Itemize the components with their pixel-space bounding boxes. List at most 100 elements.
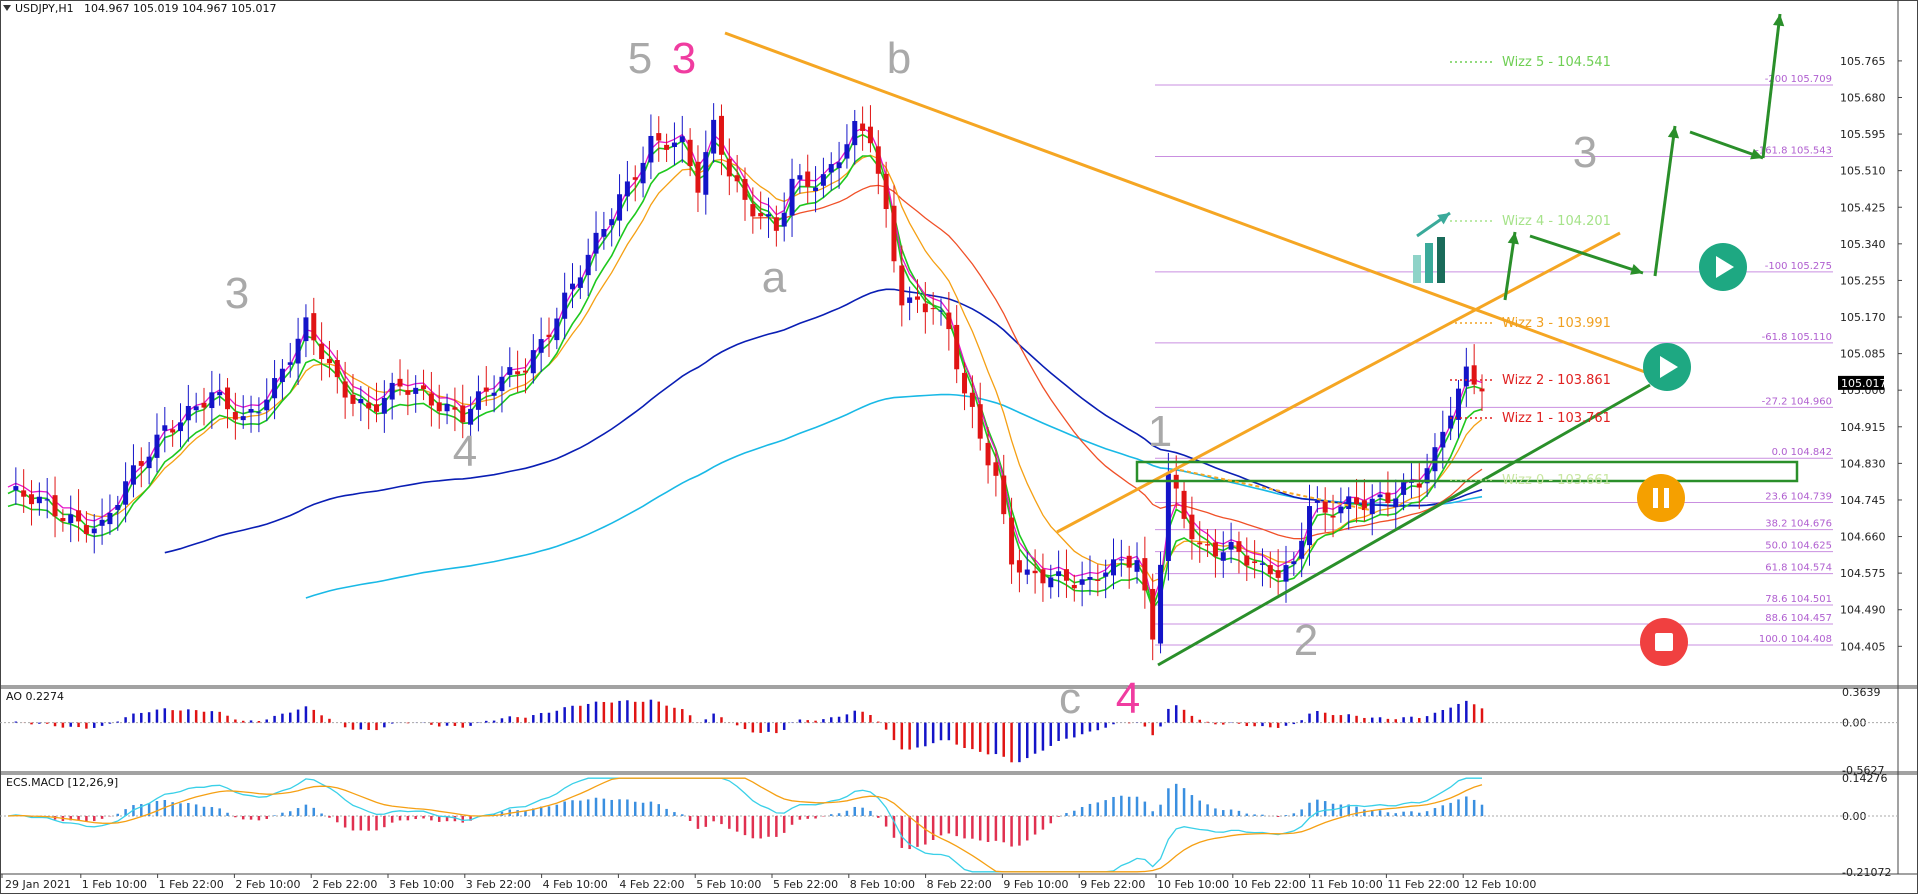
candle-body	[570, 283, 576, 290]
candle-body	[1016, 560, 1022, 573]
candle-body	[962, 372, 968, 394]
candle-body	[1393, 498, 1399, 508]
candle-body	[397, 378, 403, 387]
candle-body	[664, 144, 670, 150]
candle-body	[1338, 506, 1344, 514]
time-tick-label: 29 Jan 2021	[5, 878, 71, 891]
ao-tick-label: 0.00	[1842, 717, 1867, 730]
candle-body	[170, 429, 176, 433]
candle-body	[460, 405, 466, 423]
candle-body	[123, 481, 129, 505]
candle-body	[350, 394, 356, 404]
candle-body	[954, 324, 960, 370]
fib-level-label: -200 105.709	[1765, 74, 1832, 85]
ao-label: AO 0.2274	[6, 690, 64, 703]
candle-body	[726, 158, 732, 177]
time-tick-label: 4 Feb 22:00	[619, 878, 684, 891]
candle-body	[687, 139, 693, 167]
candle-body	[1448, 415, 1454, 429]
candle-body	[1432, 447, 1438, 472]
candle-body	[154, 434, 160, 458]
candle-body	[789, 178, 795, 216]
candle-body	[577, 277, 583, 288]
candle-body	[1275, 570, 1281, 578]
candle-body	[405, 390, 411, 395]
price-tick-label: 104.575	[1840, 567, 1886, 580]
candle-body	[758, 213, 764, 217]
wizz-level-label: Wizz 4 - 104.201	[1502, 214, 1611, 229]
play-icon-glyph	[1716, 256, 1734, 278]
play-icon-glyph	[1660, 356, 1678, 378]
candle-body	[1283, 565, 1289, 582]
wizz-level-label: Wizz 3 - 103.991	[1502, 316, 1611, 331]
macd-label: ECS.MACD [12,26,9]	[6, 776, 118, 789]
time-tick-label: 9 Feb 10:00	[1003, 878, 1068, 891]
candle-body	[99, 519, 105, 526]
menu-triangle-icon[interactable]	[3, 5, 11, 11]
candle-body	[1181, 490, 1187, 519]
candle-body	[44, 499, 50, 501]
price-axis[interactable]: 105.765 105.680 105.595 105.510 105.425 105.3…	[1838, 55, 1902, 653]
candle-body	[264, 399, 270, 411]
candle-body	[538, 339, 544, 353]
symbol-label: USDJPY,H1	[15, 2, 74, 15]
candle-body	[1259, 563, 1265, 565]
candle-body	[374, 404, 379, 412]
candle-body	[107, 512, 113, 525]
candle-body	[656, 133, 662, 141]
candle-body	[734, 175, 740, 182]
ma-cyan-line	[305, 393, 1483, 599]
candle-body	[891, 205, 897, 262]
candle-body	[21, 490, 27, 497]
pause-icon-glyph	[1653, 488, 1658, 508]
support-zone-box	[1135, 460, 1799, 483]
wave-label: a	[762, 253, 787, 302]
fib-level-label: 50.0 104.625	[1765, 541, 1832, 552]
candle-body	[468, 408, 474, 425]
time-tick-label: 3 Feb 22:00	[466, 878, 531, 891]
time-tick-label: 8 Feb 10:00	[850, 878, 915, 891]
candle-body	[29, 494, 35, 505]
candle-body	[679, 136, 685, 143]
wizz-level-label: Wizz 5 - 104.541	[1502, 55, 1611, 70]
candle-body	[813, 187, 819, 191]
candle-body	[844, 144, 850, 159]
signal-bars-icon	[1425, 243, 1433, 283]
candle-body	[177, 422, 183, 432]
fibonacci-levels: -200 105.709 -161.8 105.543 -100 105.275 -6…	[1155, 74, 1833, 646]
wave-label: 4	[1116, 674, 1140, 723]
time-axis[interactable]: 29 Jan 2021 1 Feb 10:00 1 Feb 22:00 2 Feb 1…	[1, 874, 1536, 891]
price-tick-label: 104.405	[1840, 640, 1886, 653]
candle-body	[52, 495, 58, 517]
fib-level-label: 61.8 104.574	[1765, 563, 1832, 574]
candle-body	[452, 407, 458, 410]
candle-body	[585, 254, 591, 276]
signal-bars-icon	[1437, 237, 1445, 283]
candle-body	[193, 406, 199, 411]
price-tick-label: 104.830	[1840, 457, 1886, 470]
ma-blue-line	[164, 288, 1483, 554]
wave-label: 3	[672, 34, 696, 83]
candle-body	[146, 456, 152, 469]
candle-body	[248, 409, 254, 413]
candle-body	[624, 181, 630, 197]
candle-body	[311, 313, 317, 341]
forecast-arrow-up-3	[1761, 13, 1782, 159]
candle-body	[256, 412, 262, 414]
candle-body	[875, 146, 881, 174]
candle-body	[1150, 588, 1156, 640]
time-tick-label: 5 Feb 22:00	[773, 878, 838, 891]
candle-body	[319, 343, 325, 360]
candle-body	[766, 214, 772, 217]
fib-level-label: -61.8 105.110	[1762, 332, 1832, 343]
candle-body	[287, 362, 293, 365]
candle-body	[1252, 561, 1258, 564]
candle-body	[1236, 541, 1242, 552]
candle-body	[601, 229, 607, 237]
candle-body	[860, 123, 866, 131]
price-tick-label: 104.490	[1840, 604, 1886, 617]
candle-body	[593, 232, 599, 254]
candle-body	[922, 303, 928, 313]
candle-body	[1197, 542, 1203, 545]
